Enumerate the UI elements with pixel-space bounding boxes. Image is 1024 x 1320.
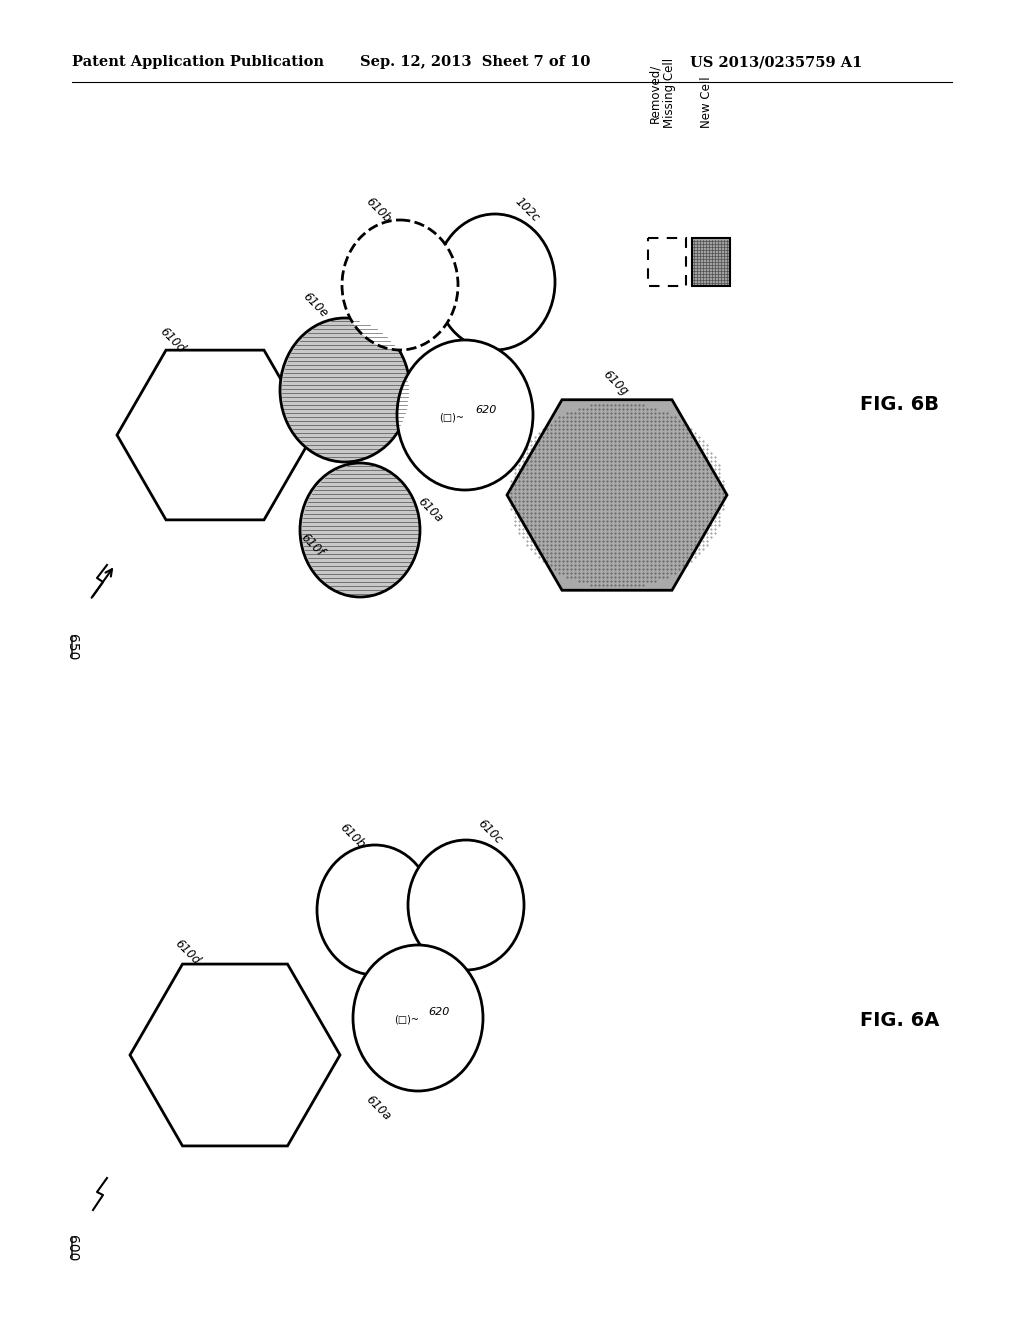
Bar: [648, 238, 686, 286]
Text: (□)~: (□)~: [394, 1015, 420, 1026]
Text: FIG. 6A: FIG. 6A: [860, 1011, 940, 1030]
Text: 610e: 610e: [300, 290, 330, 321]
Text: (□)~: (□)~: [439, 413, 465, 422]
Ellipse shape: [353, 945, 483, 1092]
Bar: [692, 238, 730, 286]
Text: 610g: 610g: [600, 368, 630, 399]
Text: 102c: 102c: [512, 195, 542, 224]
Text: New Cell: New Cell: [699, 77, 713, 128]
Polygon shape: [117, 350, 313, 520]
Text: US 2013/0235759 A1: US 2013/0235759 A1: [690, 55, 862, 69]
Text: Patent Application Publication: Patent Application Publication: [72, 55, 324, 69]
Text: 610b: 610b: [337, 821, 368, 851]
Text: Sep. 12, 2013  Sheet 7 of 10: Sep. 12, 2013 Sheet 7 of 10: [360, 55, 591, 69]
Ellipse shape: [300, 463, 420, 597]
Text: 610d: 610d: [172, 937, 202, 968]
Text: 650: 650: [65, 634, 79, 660]
Text: 610f: 610f: [298, 531, 326, 558]
Text: 600: 600: [65, 1234, 79, 1261]
Text: 610a: 610a: [415, 495, 445, 525]
Text: Removed/
Missing Cell: Removed/ Missing Cell: [648, 58, 676, 128]
Text: 620: 620: [475, 405, 497, 414]
Text: 610a: 610a: [362, 1093, 393, 1123]
Text: 610c: 610c: [475, 817, 505, 847]
Text: 620: 620: [428, 1007, 450, 1016]
Ellipse shape: [342, 220, 458, 350]
Ellipse shape: [397, 341, 534, 490]
Ellipse shape: [408, 840, 524, 970]
Text: 610b: 610b: [362, 195, 393, 226]
Ellipse shape: [280, 318, 410, 462]
Polygon shape: [507, 400, 727, 590]
Ellipse shape: [435, 214, 555, 350]
Text: FIG. 6B: FIG. 6B: [860, 396, 939, 414]
Polygon shape: [130, 964, 340, 1146]
Text: 610d: 610d: [157, 325, 187, 355]
Ellipse shape: [317, 845, 433, 975]
